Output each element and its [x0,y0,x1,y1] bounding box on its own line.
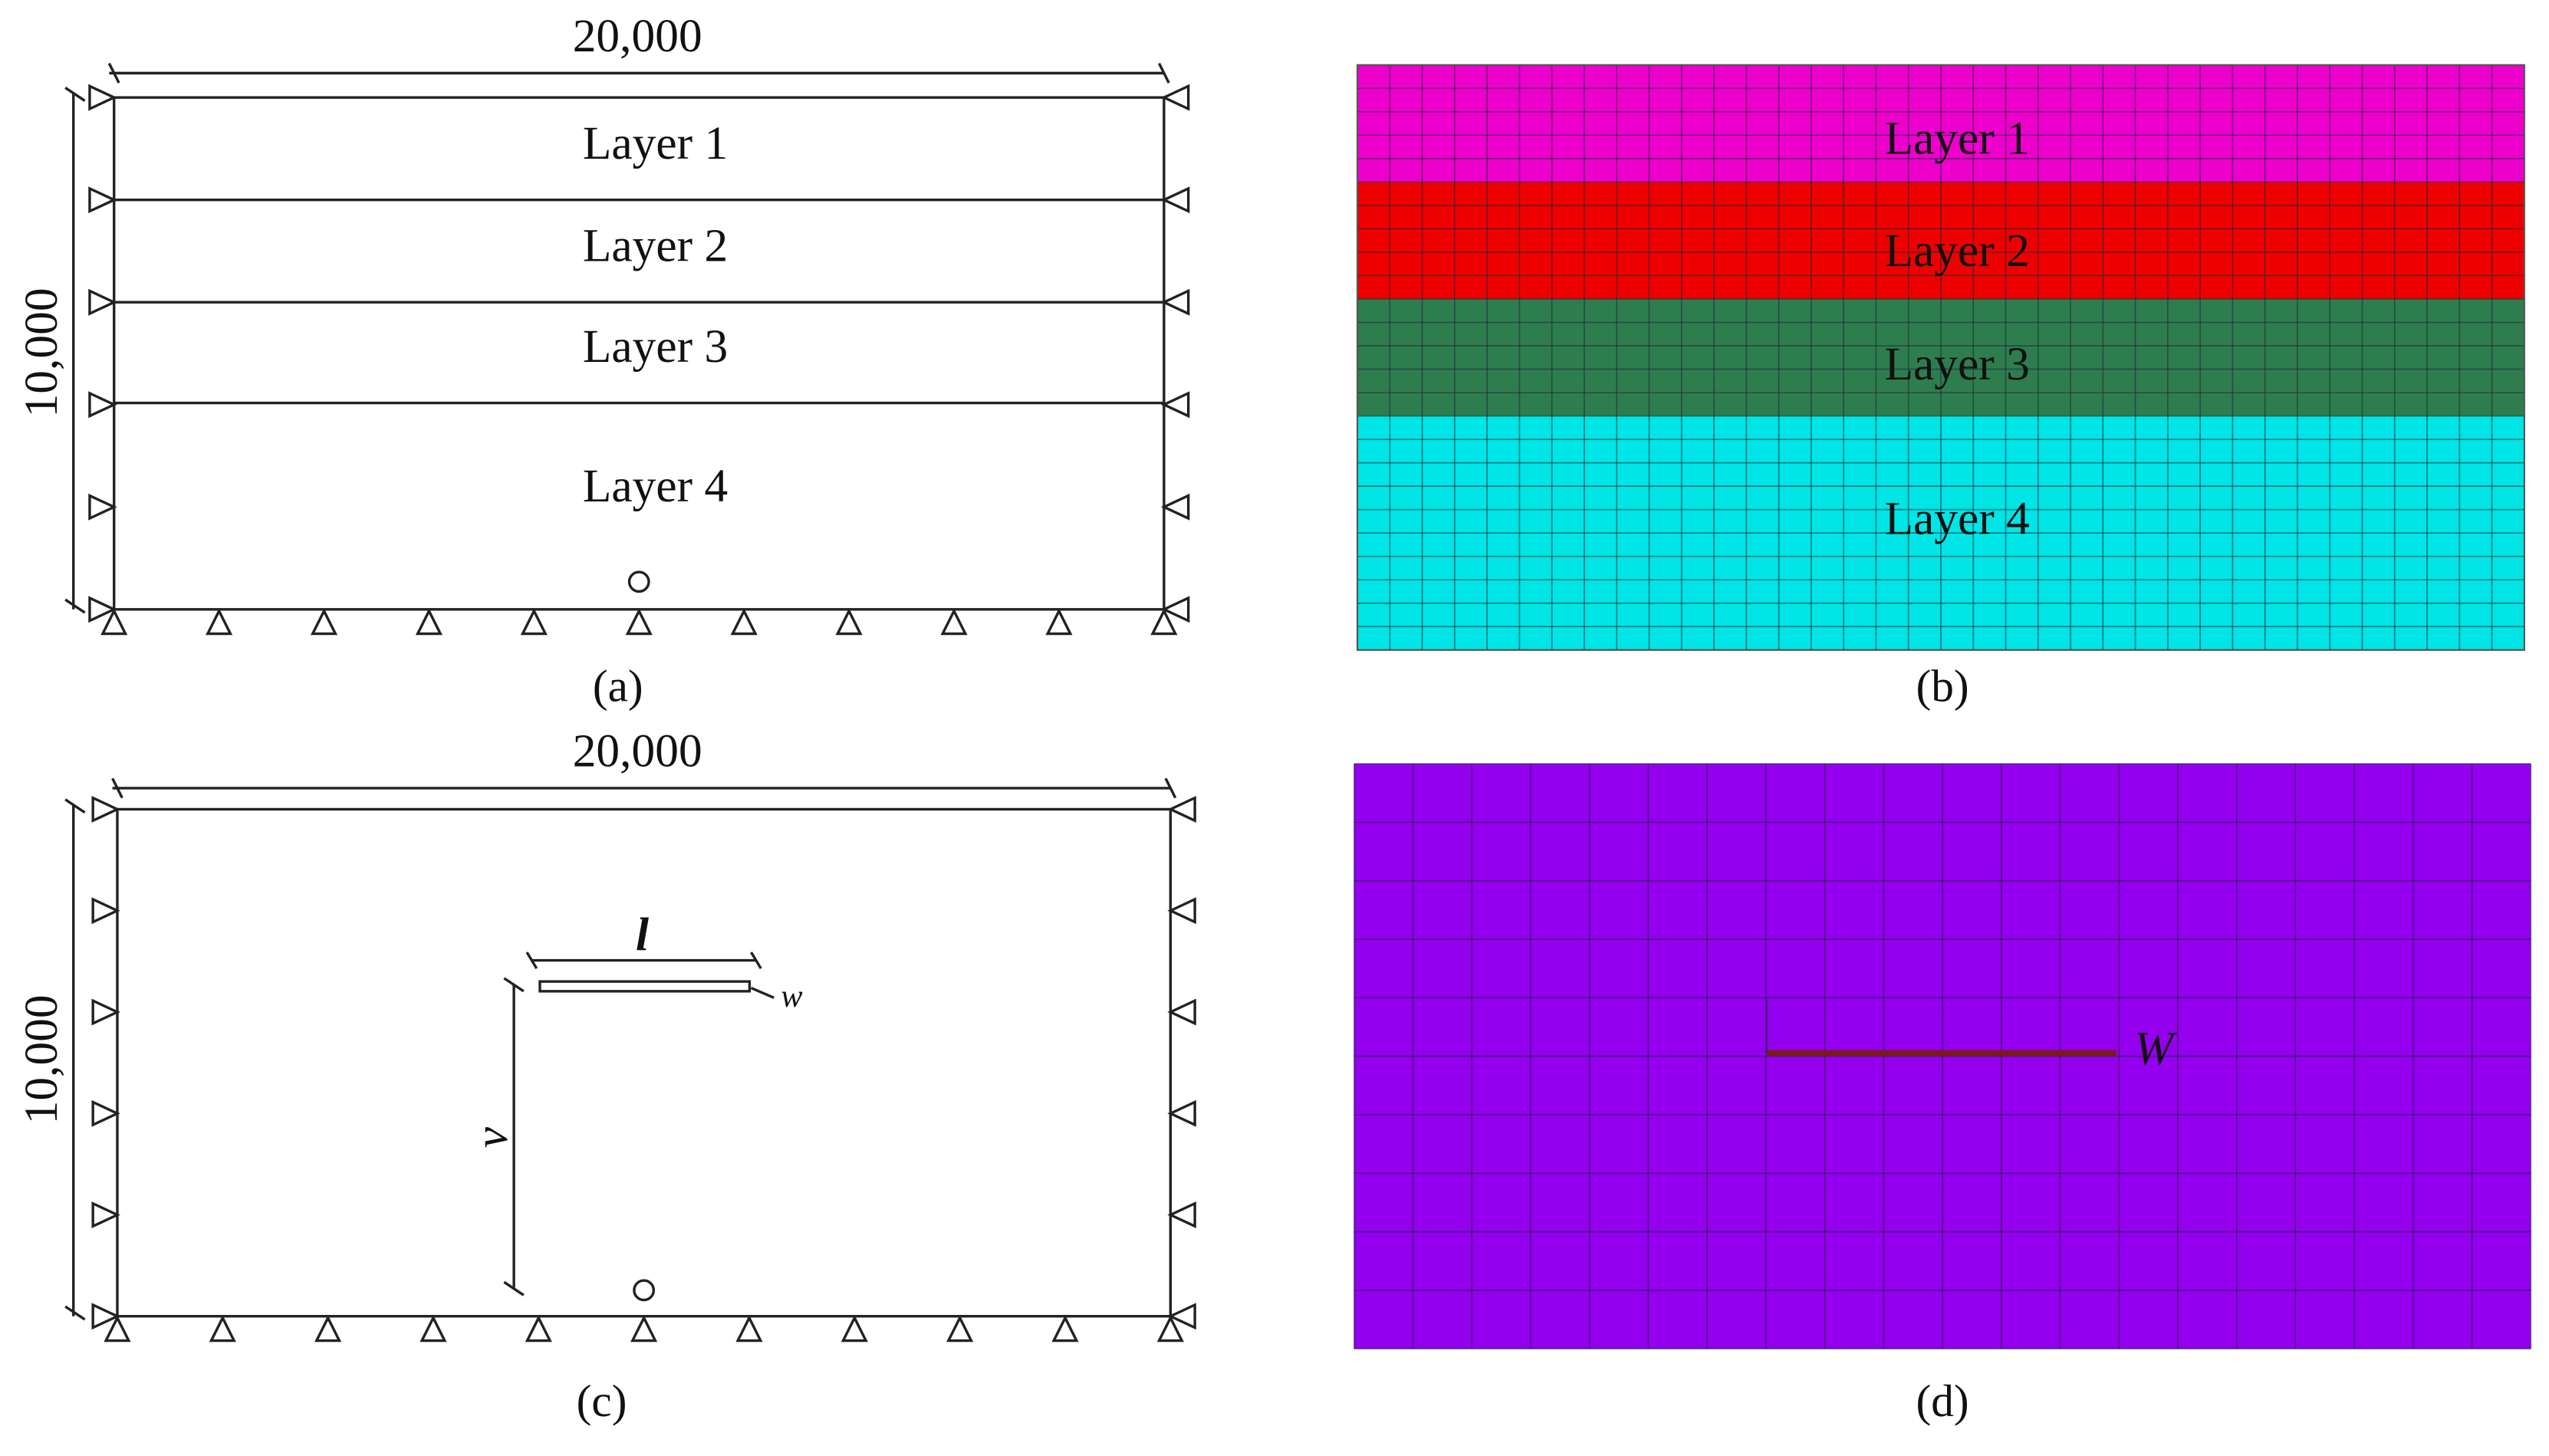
caption: (b) [1916,660,1968,711]
pin-support [314,1315,342,1343]
pin-support [625,608,653,636]
pin-support [525,1315,552,1343]
roller-support [1160,493,1190,521]
pin-support [1150,608,1178,636]
caption: (d) [1916,1375,1968,1426]
dimension-tick [64,598,86,614]
roller-support [1160,186,1190,214]
layer-label: Layer 3 [1884,338,2029,390]
roller-support [91,795,120,823]
pin-support [310,608,338,636]
roller-support [88,84,117,111]
layer-label: Layer 4 [583,460,728,512]
roller-support [1167,1201,1196,1228]
layer-label: Layer 3 [583,320,728,373]
dimension-tick [525,951,538,970]
pin-support [209,1315,236,1343]
pin-support [1045,608,1073,636]
roller-support [88,288,117,316]
layer-label: Layer 4 [1884,493,2029,545]
layer-label: Layer 1 [1884,113,2029,165]
pin-support [419,1315,447,1343]
dimension-tick [107,62,120,84]
roller-support [1160,596,1190,623]
roller-support [88,391,117,419]
roller-support [1167,1303,1196,1330]
width-dimension: 20,000 [573,725,702,777]
pin-support [940,608,968,636]
layer-label: Layer 2 [583,220,728,272]
roller-support [91,897,120,925]
roller-support [88,493,117,521]
pin-support [104,1315,131,1343]
height-dimension: 10,000 [15,288,67,417]
roller-support [1167,1099,1196,1127]
dimension-tick [111,777,123,799]
pin-support [415,608,443,636]
dimension-tick [64,87,86,102]
pin-support [840,1315,868,1343]
pin-support [630,1315,658,1343]
model-boundary [116,807,1173,1318]
pin-support [730,608,758,636]
caption: (c) [577,1375,627,1426]
leader-line [750,987,775,999]
mesh-boundary [1357,64,2525,651]
monitor-point [627,570,650,593]
crack-length-label: l [636,909,649,961]
crack [538,980,752,993]
dimension-tick [750,951,762,970]
monitor-point [633,1279,656,1302]
dimension-tick [503,977,525,993]
dimension-tick [1158,62,1170,84]
crack-width-label: w [781,978,802,1014]
roller-support [91,1201,120,1228]
pin-support [946,1315,974,1343]
width-dimension: 20,000 [573,10,702,62]
roller-support [1160,288,1190,316]
pin-support [520,608,548,636]
dimension-tick [1164,777,1177,799]
roller-support [1167,998,1196,1026]
roller-support [1167,897,1196,925]
pin-support [835,608,863,636]
crack-width-label: W [2134,1022,2177,1074]
roller-support [91,998,120,1026]
roller-support [1160,84,1190,111]
layer-label: Layer 2 [1884,225,2029,277]
dimension-tick [64,798,86,814]
pin-support [735,1315,763,1343]
dimension-tick [64,1305,86,1321]
pin-support [100,608,128,636]
caption: (a) [593,660,643,711]
pin-support [1156,1315,1184,1343]
roller-support [88,596,117,623]
roller-support [91,1303,120,1330]
roller-support [88,186,117,214]
pin-support [206,608,233,636]
roller-support [1160,391,1190,419]
dimension-tick [503,1280,525,1297]
roller-support [1167,795,1196,823]
roller-support [91,1099,120,1127]
crack-depth-label: v [465,1126,518,1148]
pin-support [1051,1315,1079,1343]
layer-label: Layer 1 [583,117,728,169]
height-dimension: 10,000 [15,994,67,1124]
